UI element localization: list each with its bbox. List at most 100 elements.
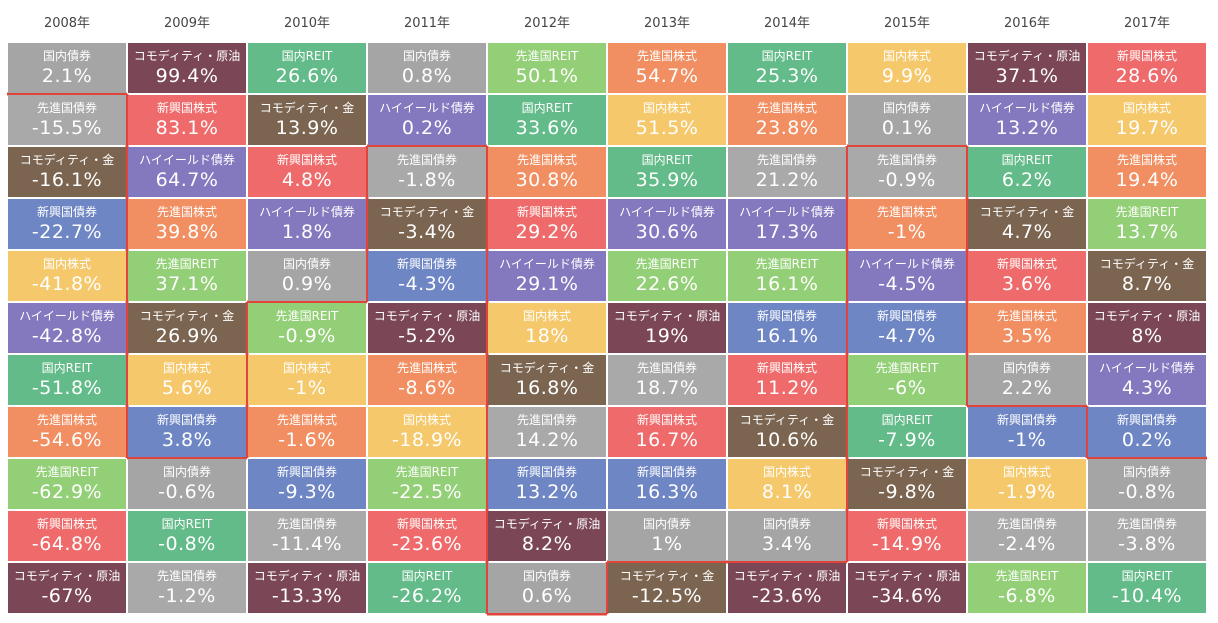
return-value: 9.9% [881, 65, 933, 87]
return-value: 13.2% [515, 481, 579, 503]
return-cell: 新興国株式 83.1% [128, 95, 246, 145]
return-value: 5.6% [161, 377, 213, 399]
asset-label: 新興国株式 [636, 413, 697, 427]
return-value: -0.6% [158, 481, 216, 503]
return-value: 0.6% [521, 585, 573, 607]
asset-label: コモディティ・金 [379, 205, 475, 219]
return-value: -5.2% [398, 325, 456, 347]
asset-label: 新興国債券 [756, 309, 817, 323]
return-value: 13.7% [1115, 221, 1179, 243]
return-cell: 先進国REIT 13.7% [1088, 199, 1206, 249]
return-cell: 先進国REIT -6.8% [968, 563, 1086, 613]
return-value: 83.1% [155, 117, 219, 139]
asset-label: 先進国債券 [396, 153, 457, 167]
return-value: -15.5% [31, 117, 103, 139]
return-value: 19.7% [1115, 117, 1179, 139]
return-value: 3.4% [761, 533, 813, 555]
return-value: -0.8% [158, 533, 216, 555]
asset-label: 新興国株式 [156, 101, 217, 115]
asset-label: 先進国株式 [276, 413, 337, 427]
asset-label: 先進国債券 [636, 361, 697, 375]
return-value: 2.1% [41, 65, 93, 87]
asset-label: コモディティ・原油 [253, 569, 361, 583]
return-value: 13.9% [275, 117, 339, 139]
asset-label: 国内REIT [1121, 569, 1173, 583]
return-cell: 国内株式 -18.9% [368, 407, 486, 457]
return-cell: コモディティ・金 13.9% [248, 95, 366, 145]
return-cell: 国内債券 1% [608, 511, 726, 561]
return-value: 14.2% [515, 429, 579, 451]
return-cell: 先進国債券 -1.2% [128, 563, 246, 613]
return-value: -7.9% [878, 429, 936, 451]
return-value: -6.8% [998, 585, 1056, 607]
return-value: -67% [41, 585, 93, 607]
return-value: -2.4% [998, 533, 1056, 555]
asset-label: 先進国株式 [996, 309, 1057, 323]
return-cell: 新興国債券 -1% [968, 407, 1086, 457]
return-cell: ハイイールド債券 0.2% [368, 95, 486, 145]
asset-label: 国内株式 [402, 413, 451, 427]
return-cell: ハイイールド債券 29.1% [488, 251, 606, 301]
asset-label: 国内REIT [281, 49, 333, 63]
return-value: -23.6% [391, 533, 463, 555]
return-cell: 新興国株式 4.8% [248, 147, 366, 197]
asset-label: 先進国株式 [636, 49, 697, 63]
asset-label: コモディティ・原油 [613, 309, 721, 323]
return-value: -18.9% [391, 429, 463, 451]
return-value: 29.1% [515, 273, 579, 295]
return-cell: 国内債券 -0.6% [128, 459, 246, 509]
year-header: 2016年 [1003, 16, 1051, 31]
year-header: 2012年 [523, 16, 571, 31]
return-cell: ハイイールド債券 64.7% [128, 147, 246, 197]
return-cell: 国内REIT -26.2% [368, 563, 486, 613]
return-cell: コモディティ・原油 99.4% [128, 43, 246, 93]
return-value: 8% [1131, 325, 1163, 347]
asset-label: 国内REIT [161, 517, 213, 531]
asset-label: 国内債券 [162, 465, 211, 479]
asset-label: 国内株式 [42, 257, 91, 271]
return-cell: コモディティ・原油 -23.6% [728, 563, 846, 613]
asset-label: 国内株式 [1122, 101, 1171, 115]
return-cell: 先進国債券 -3.8% [1088, 511, 1206, 561]
return-cell: ハイイールド債券 -4.5% [848, 251, 966, 301]
return-cell: ハイイールド債券 13.2% [968, 95, 1086, 145]
asset-label: コモディティ・原油 [733, 569, 841, 583]
return-value: -12.5% [631, 585, 703, 607]
return-cell: コモディティ・金 4.7% [968, 199, 1086, 249]
return-cell: 先進国REIT 50.1% [488, 43, 606, 93]
return-value: 3.5% [1001, 325, 1053, 347]
return-cell: コモディティ・原油 8% [1088, 303, 1206, 353]
asset-label: 先進国債券 [1116, 517, 1177, 531]
return-cell: 新興国株式 -23.6% [368, 511, 486, 561]
return-value: -4.3% [398, 273, 456, 295]
return-value: -6% [887, 377, 927, 399]
return-value: 99.4% [155, 65, 219, 87]
return-value: 26.6% [275, 65, 339, 87]
asset-label: 先進国債券 [156, 569, 217, 583]
asset-label: コモディティ・原油 [493, 517, 601, 531]
asset-label: 先進国REIT [635, 257, 699, 271]
asset-label: 国内株式 [522, 309, 571, 323]
return-value: 8.7% [1121, 273, 1173, 295]
return-value: -34.6% [871, 585, 943, 607]
return-cell: 新興国債券 -4.7% [848, 303, 966, 353]
return-cell: 国内REIT 35.9% [608, 147, 726, 197]
asset-label: 新興国債券 [396, 257, 457, 271]
asset-label: 新興国株式 [36, 517, 97, 531]
return-value: 33.6% [515, 117, 579, 139]
asset-label: 国内債券 [402, 49, 451, 63]
asset-label: コモディティ・金 [619, 569, 715, 583]
return-value: 23.8% [755, 117, 819, 139]
return-cell: 先進国債券 21.2% [728, 147, 846, 197]
asset-label: コモディティ・原油 [133, 49, 241, 63]
return-value: -22.5% [391, 481, 463, 503]
return-cell: ハイイールド債券 17.3% [728, 199, 846, 249]
return-value: -54.6% [31, 429, 103, 451]
asset-label: 国内REIT [521, 101, 573, 115]
return-value: -4.5% [878, 273, 936, 295]
return-cell: 先進国REIT 16.1% [728, 251, 846, 301]
asset-label: ハイイールド債券 [259, 205, 355, 219]
asset-label: 国内REIT [881, 413, 933, 427]
return-cell: 新興国株式 3.6% [968, 251, 1086, 301]
return-value: 3.6% [1001, 273, 1053, 295]
